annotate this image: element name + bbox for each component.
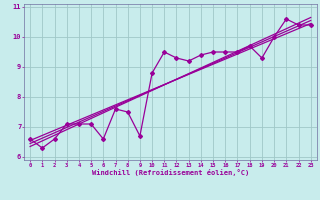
X-axis label: Windchill (Refroidissement éolien,°C): Windchill (Refroidissement éolien,°C)	[92, 169, 249, 176]
